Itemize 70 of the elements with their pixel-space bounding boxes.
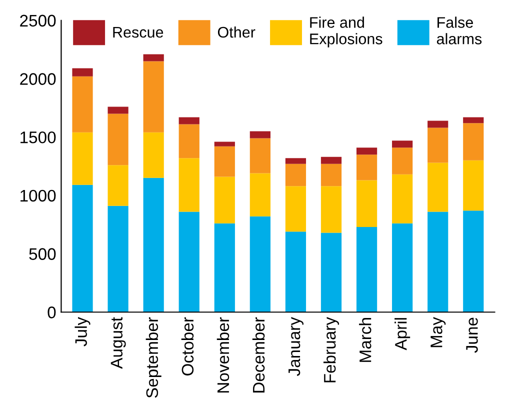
x-tick-label: November	[216, 317, 230, 392]
bar	[285, 164, 306, 186]
y-tick-label: 1500	[20, 131, 56, 144]
y-tick-label: 2000	[20, 73, 56, 85]
bar	[250, 138, 270, 174]
bar	[250, 216, 270, 312]
x-tick-label: October	[181, 317, 194, 376]
bar	[428, 128, 448, 163]
bar	[320, 232, 342, 312]
bar	[72, 184, 93, 312]
y-tick-label: 0	[48, 306, 56, 318]
x-tick-label: August	[110, 317, 126, 369]
bar	[463, 117, 484, 124]
bar	[108, 165, 128, 206]
bar	[428, 212, 448, 312]
bar	[178, 158, 200, 212]
bar	[108, 114, 128, 166]
x-tick-label: April	[394, 318, 410, 350]
bar	[72, 68, 93, 76]
bar	[320, 186, 342, 233]
bar	[463, 160, 484, 211]
bar	[108, 106, 128, 114]
x-tick-label: December	[252, 317, 265, 392]
y-tick-label: 2500	[20, 14, 56, 27]
bar	[428, 120, 448, 128]
x-tick-label: March	[359, 318, 372, 362]
bar	[214, 146, 235, 177]
bar	[285, 158, 306, 164]
legend-label: Fire and Explosions	[310, 16, 382, 48]
bar	[143, 54, 164, 62]
x-tick-label: June	[466, 318, 478, 353]
legend-label: Other	[218, 26, 256, 38]
bar	[250, 131, 270, 138]
bar	[392, 223, 413, 312]
bar	[214, 142, 235, 146]
bar	[178, 124, 200, 158]
bar	[392, 174, 413, 224]
legend-label: False alarms	[436, 16, 482, 44]
x-tick-label: February	[323, 317, 340, 382]
bar	[463, 123, 484, 160]
bar	[72, 76, 93, 132]
legend-label: Rescue	[113, 27, 164, 38]
x-tick-label: September	[146, 317, 162, 398]
bar	[72, 132, 93, 185]
bar	[356, 148, 378, 155]
bar	[463, 210, 484, 312]
x-tick-label: January	[288, 317, 304, 376]
bar	[250, 173, 270, 216]
bar	[108, 206, 128, 312]
bar	[356, 180, 378, 227]
y-tick-label: 500	[29, 248, 56, 260]
bar	[214, 223, 235, 312]
bar	[285, 232, 306, 312]
bar	[214, 176, 235, 224]
bar	[356, 154, 378, 180]
y-tick-label: 1000	[20, 190, 56, 202]
bar	[285, 186, 306, 232]
bar	[320, 156, 342, 164]
bar	[143, 178, 164, 312]
bar	[178, 212, 200, 312]
bar	[143, 132, 164, 178]
bar	[428, 162, 448, 212]
bar	[320, 164, 342, 186]
x-tick-label: July	[74, 317, 90, 346]
bar	[178, 117, 200, 124]
bar	[392, 148, 413, 174]
bar	[356, 226, 378, 312]
bar	[143, 61, 164, 132]
bar	[392, 140, 413, 148]
x-tick-label: May	[430, 317, 446, 348]
